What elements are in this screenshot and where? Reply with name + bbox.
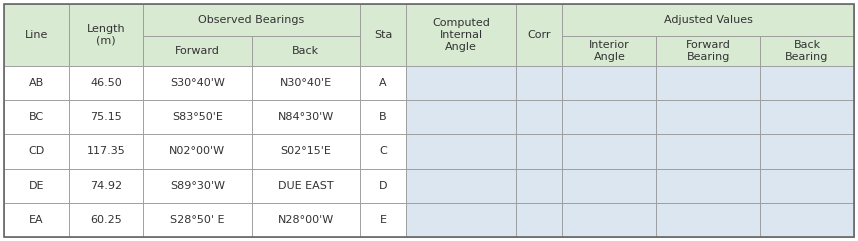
Bar bbox=[4, 4, 69, 66]
Bar bbox=[406, 4, 517, 66]
Bar bbox=[760, 66, 854, 100]
Bar bbox=[656, 36, 760, 66]
Text: Observed Bearings: Observed Bearings bbox=[198, 15, 305, 25]
Bar bbox=[517, 203, 562, 237]
Text: S02°15'E: S02°15'E bbox=[281, 147, 331, 156]
Bar bbox=[562, 203, 656, 237]
Bar bbox=[562, 4, 854, 36]
Bar bbox=[69, 66, 143, 100]
Bar bbox=[360, 134, 406, 169]
Bar bbox=[406, 203, 517, 237]
Bar bbox=[143, 4, 360, 36]
Text: Interior
Angle: Interior Angle bbox=[589, 40, 630, 62]
Bar bbox=[143, 66, 251, 100]
Text: Forward: Forward bbox=[175, 46, 220, 56]
Bar bbox=[251, 169, 360, 203]
Bar bbox=[360, 100, 406, 134]
Bar bbox=[406, 134, 517, 169]
Bar bbox=[69, 100, 143, 134]
Text: Corr: Corr bbox=[528, 30, 551, 40]
Text: E: E bbox=[379, 215, 386, 225]
Bar bbox=[360, 4, 406, 66]
Text: CD: CD bbox=[28, 147, 45, 156]
Bar bbox=[69, 4, 143, 66]
Text: Forward
Bearing: Forward Bearing bbox=[686, 40, 731, 62]
Text: 74.92: 74.92 bbox=[90, 181, 122, 191]
Bar bbox=[4, 134, 69, 169]
Bar bbox=[517, 169, 562, 203]
Bar bbox=[562, 100, 656, 134]
Bar bbox=[656, 66, 760, 100]
Text: Line: Line bbox=[25, 30, 48, 40]
Bar bbox=[656, 134, 760, 169]
Bar bbox=[69, 169, 143, 203]
Bar bbox=[517, 66, 562, 100]
Text: Back: Back bbox=[293, 46, 319, 56]
Text: DE: DE bbox=[29, 181, 45, 191]
Bar bbox=[760, 169, 854, 203]
Bar bbox=[360, 66, 406, 100]
Text: BC: BC bbox=[29, 112, 44, 122]
Bar bbox=[251, 134, 360, 169]
Bar bbox=[656, 203, 760, 237]
Bar bbox=[4, 203, 69, 237]
Bar bbox=[69, 134, 143, 169]
Text: 60.25: 60.25 bbox=[90, 215, 122, 225]
Text: AB: AB bbox=[29, 78, 45, 88]
Text: A: A bbox=[379, 78, 387, 88]
Bar bbox=[251, 100, 360, 134]
Bar bbox=[251, 203, 360, 237]
Text: Back
Bearing: Back Bearing bbox=[785, 40, 829, 62]
Bar bbox=[406, 169, 517, 203]
Bar bbox=[760, 134, 854, 169]
Text: S30°40'W: S30°40'W bbox=[170, 78, 225, 88]
Text: N30°40'E: N30°40'E bbox=[280, 78, 332, 88]
Bar bbox=[406, 100, 517, 134]
Text: Computed
Internal
Angle: Computed Internal Angle bbox=[432, 18, 490, 52]
Bar bbox=[251, 36, 360, 66]
Text: Adjusted Values: Adjusted Values bbox=[664, 15, 752, 25]
Text: N02°00'W: N02°00'W bbox=[169, 147, 226, 156]
Text: S89°30'W: S89°30'W bbox=[170, 181, 225, 191]
Bar bbox=[760, 100, 854, 134]
Bar bbox=[4, 169, 69, 203]
Bar bbox=[406, 66, 517, 100]
Text: EA: EA bbox=[29, 215, 44, 225]
Text: S28°50' E: S28°50' E bbox=[170, 215, 225, 225]
Text: Sta: Sta bbox=[374, 30, 392, 40]
Text: Length
(m): Length (m) bbox=[87, 24, 125, 46]
Bar bbox=[760, 203, 854, 237]
Text: C: C bbox=[379, 147, 387, 156]
Bar bbox=[517, 100, 562, 134]
Text: DUE EAST: DUE EAST bbox=[278, 181, 334, 191]
Bar bbox=[562, 134, 656, 169]
Bar bbox=[656, 100, 760, 134]
Text: B: B bbox=[379, 112, 387, 122]
Text: D: D bbox=[378, 181, 387, 191]
Text: 46.50: 46.50 bbox=[90, 78, 122, 88]
Text: 117.35: 117.35 bbox=[87, 147, 125, 156]
Text: 75.15: 75.15 bbox=[90, 112, 122, 122]
Bar bbox=[143, 134, 251, 169]
Bar bbox=[656, 169, 760, 203]
Bar bbox=[360, 169, 406, 203]
Bar bbox=[4, 66, 69, 100]
Bar bbox=[143, 100, 251, 134]
Text: N28°00'W: N28°00'W bbox=[278, 215, 334, 225]
Bar bbox=[4, 100, 69, 134]
Bar bbox=[69, 203, 143, 237]
Bar bbox=[760, 36, 854, 66]
Bar bbox=[562, 169, 656, 203]
Bar bbox=[143, 36, 251, 66]
Text: N84°30'W: N84°30'W bbox=[278, 112, 334, 122]
Bar bbox=[251, 66, 360, 100]
Bar bbox=[562, 66, 656, 100]
Bar bbox=[143, 169, 251, 203]
Bar bbox=[562, 36, 656, 66]
Bar bbox=[517, 134, 562, 169]
Bar bbox=[517, 4, 562, 66]
Bar bbox=[360, 203, 406, 237]
Bar bbox=[143, 203, 251, 237]
Text: S83°50'E: S83°50'E bbox=[172, 112, 223, 122]
